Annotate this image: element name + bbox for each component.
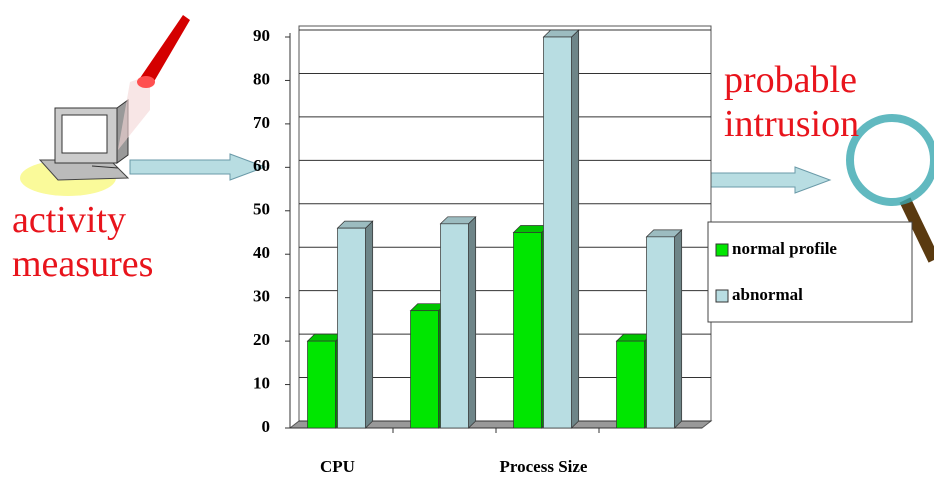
y-tick-label: 60	[253, 156, 270, 175]
computer-icon	[20, 100, 128, 196]
bar-side	[366, 221, 373, 428]
bar-side	[572, 30, 579, 428]
y-tick-label: 10	[253, 373, 270, 392]
y-tick-label: 80	[253, 69, 270, 88]
x-tick-label: Process Size	[500, 457, 588, 476]
slide: 0 10 20 30 40 50 60 70 80 90 CPU Process Size normal…	[0, 0, 934, 479]
legend-label: normal profile	[732, 239, 837, 258]
y-tick-label: 70	[253, 113, 270, 132]
bar	[647, 237, 675, 428]
x-tick-label: CPU	[320, 457, 355, 476]
legend-swatch	[716, 244, 728, 256]
bar-side	[675, 230, 682, 428]
legend-label: abnormal	[732, 285, 803, 304]
y-tick-label: 90	[253, 26, 270, 45]
bar	[544, 37, 572, 428]
y-tick-label: 30	[253, 287, 270, 306]
y-tick-label: 40	[253, 243, 270, 262]
bar-side	[469, 217, 476, 428]
y-tick-label: 50	[253, 200, 270, 219]
bar	[441, 224, 469, 428]
legend-box	[708, 222, 912, 322]
annotation: probable intrusion	[724, 58, 904, 146]
bar	[338, 228, 366, 428]
y-tick-label: 20	[253, 330, 270, 349]
bar	[617, 341, 645, 428]
flashlight-icon	[118, 15, 190, 150]
bar	[514, 233, 542, 429]
legend-swatch	[716, 290, 728, 302]
annotation: activity measures	[12, 198, 192, 286]
bar	[308, 341, 336, 428]
y-tick-label: 0	[262, 417, 271, 436]
arrow	[695, 167, 830, 193]
arrow	[130, 154, 265, 180]
bar	[411, 311, 439, 428]
